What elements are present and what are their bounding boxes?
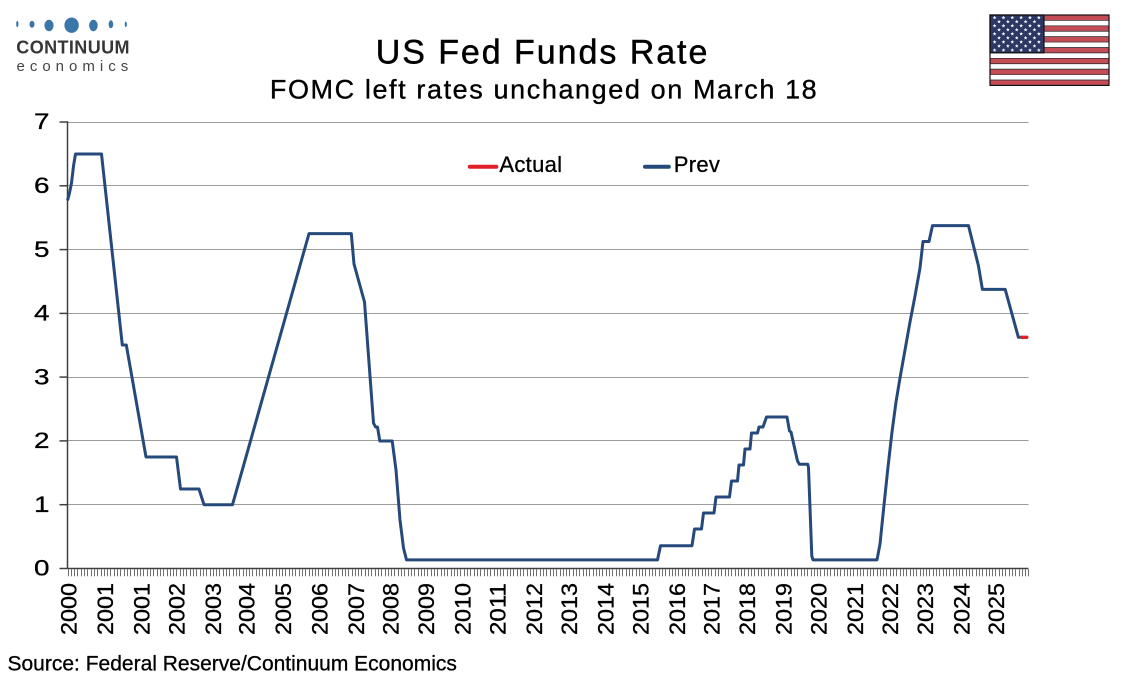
svg-text:2001: 2001 xyxy=(130,583,155,635)
svg-text:2006: 2006 xyxy=(307,583,332,635)
svg-text:2001: 2001 xyxy=(93,583,118,635)
svg-text:economics: economics xyxy=(17,58,134,75)
svg-text:2: 2 xyxy=(34,428,50,453)
svg-text:2007: 2007 xyxy=(344,583,369,635)
svg-text:2012: 2012 xyxy=(522,583,547,635)
svg-text:2008: 2008 xyxy=(379,583,404,635)
svg-text:2023: 2023 xyxy=(913,583,938,635)
svg-text:2000: 2000 xyxy=(57,583,82,635)
svg-text:2013: 2013 xyxy=(557,583,582,635)
svg-text:2020: 2020 xyxy=(806,583,831,635)
svg-text:2002: 2002 xyxy=(165,583,190,635)
svg-text:2021: 2021 xyxy=(843,583,868,635)
svg-text:0: 0 xyxy=(34,556,50,581)
svg-text:2017: 2017 xyxy=(700,583,725,635)
svg-text:2003: 2003 xyxy=(201,583,226,635)
svg-text:1: 1 xyxy=(34,492,50,517)
svg-text:2019: 2019 xyxy=(772,583,797,635)
svg-text:7: 7 xyxy=(34,109,50,134)
svg-text:2016: 2016 xyxy=(665,583,690,635)
svg-text:2011: 2011 xyxy=(485,583,510,635)
svg-text:3: 3 xyxy=(34,364,50,389)
svg-text:6: 6 xyxy=(34,173,50,198)
svg-text:2024: 2024 xyxy=(949,583,974,635)
svg-text:Source: Federal Reserve/Contin: Source: Federal Reserve/Continuum Econom… xyxy=(8,653,457,676)
svg-text:US Fed Funds Rate: US Fed Funds Rate xyxy=(376,34,710,72)
svg-text:2022: 2022 xyxy=(878,583,903,635)
svg-text:2014: 2014 xyxy=(593,583,618,635)
svg-text:2025: 2025 xyxy=(984,583,1009,635)
svg-text:2018: 2018 xyxy=(735,583,760,635)
svg-text:5: 5 xyxy=(34,237,50,262)
svg-text:FOMC left rates unchanged on M: FOMC left rates unchanged on March 18 xyxy=(270,75,818,105)
svg-text:2004: 2004 xyxy=(234,583,259,635)
svg-text:2015: 2015 xyxy=(628,583,653,635)
svg-text:Prev: Prev xyxy=(674,152,720,177)
svg-text:CONTINUUM: CONTINUUM xyxy=(16,38,130,58)
svg-text:4: 4 xyxy=(34,301,50,326)
svg-text:2009: 2009 xyxy=(414,583,439,635)
svg-text:Actual: Actual xyxy=(499,152,562,177)
svg-text:2010: 2010 xyxy=(451,583,476,635)
svg-text:2005: 2005 xyxy=(271,583,296,635)
